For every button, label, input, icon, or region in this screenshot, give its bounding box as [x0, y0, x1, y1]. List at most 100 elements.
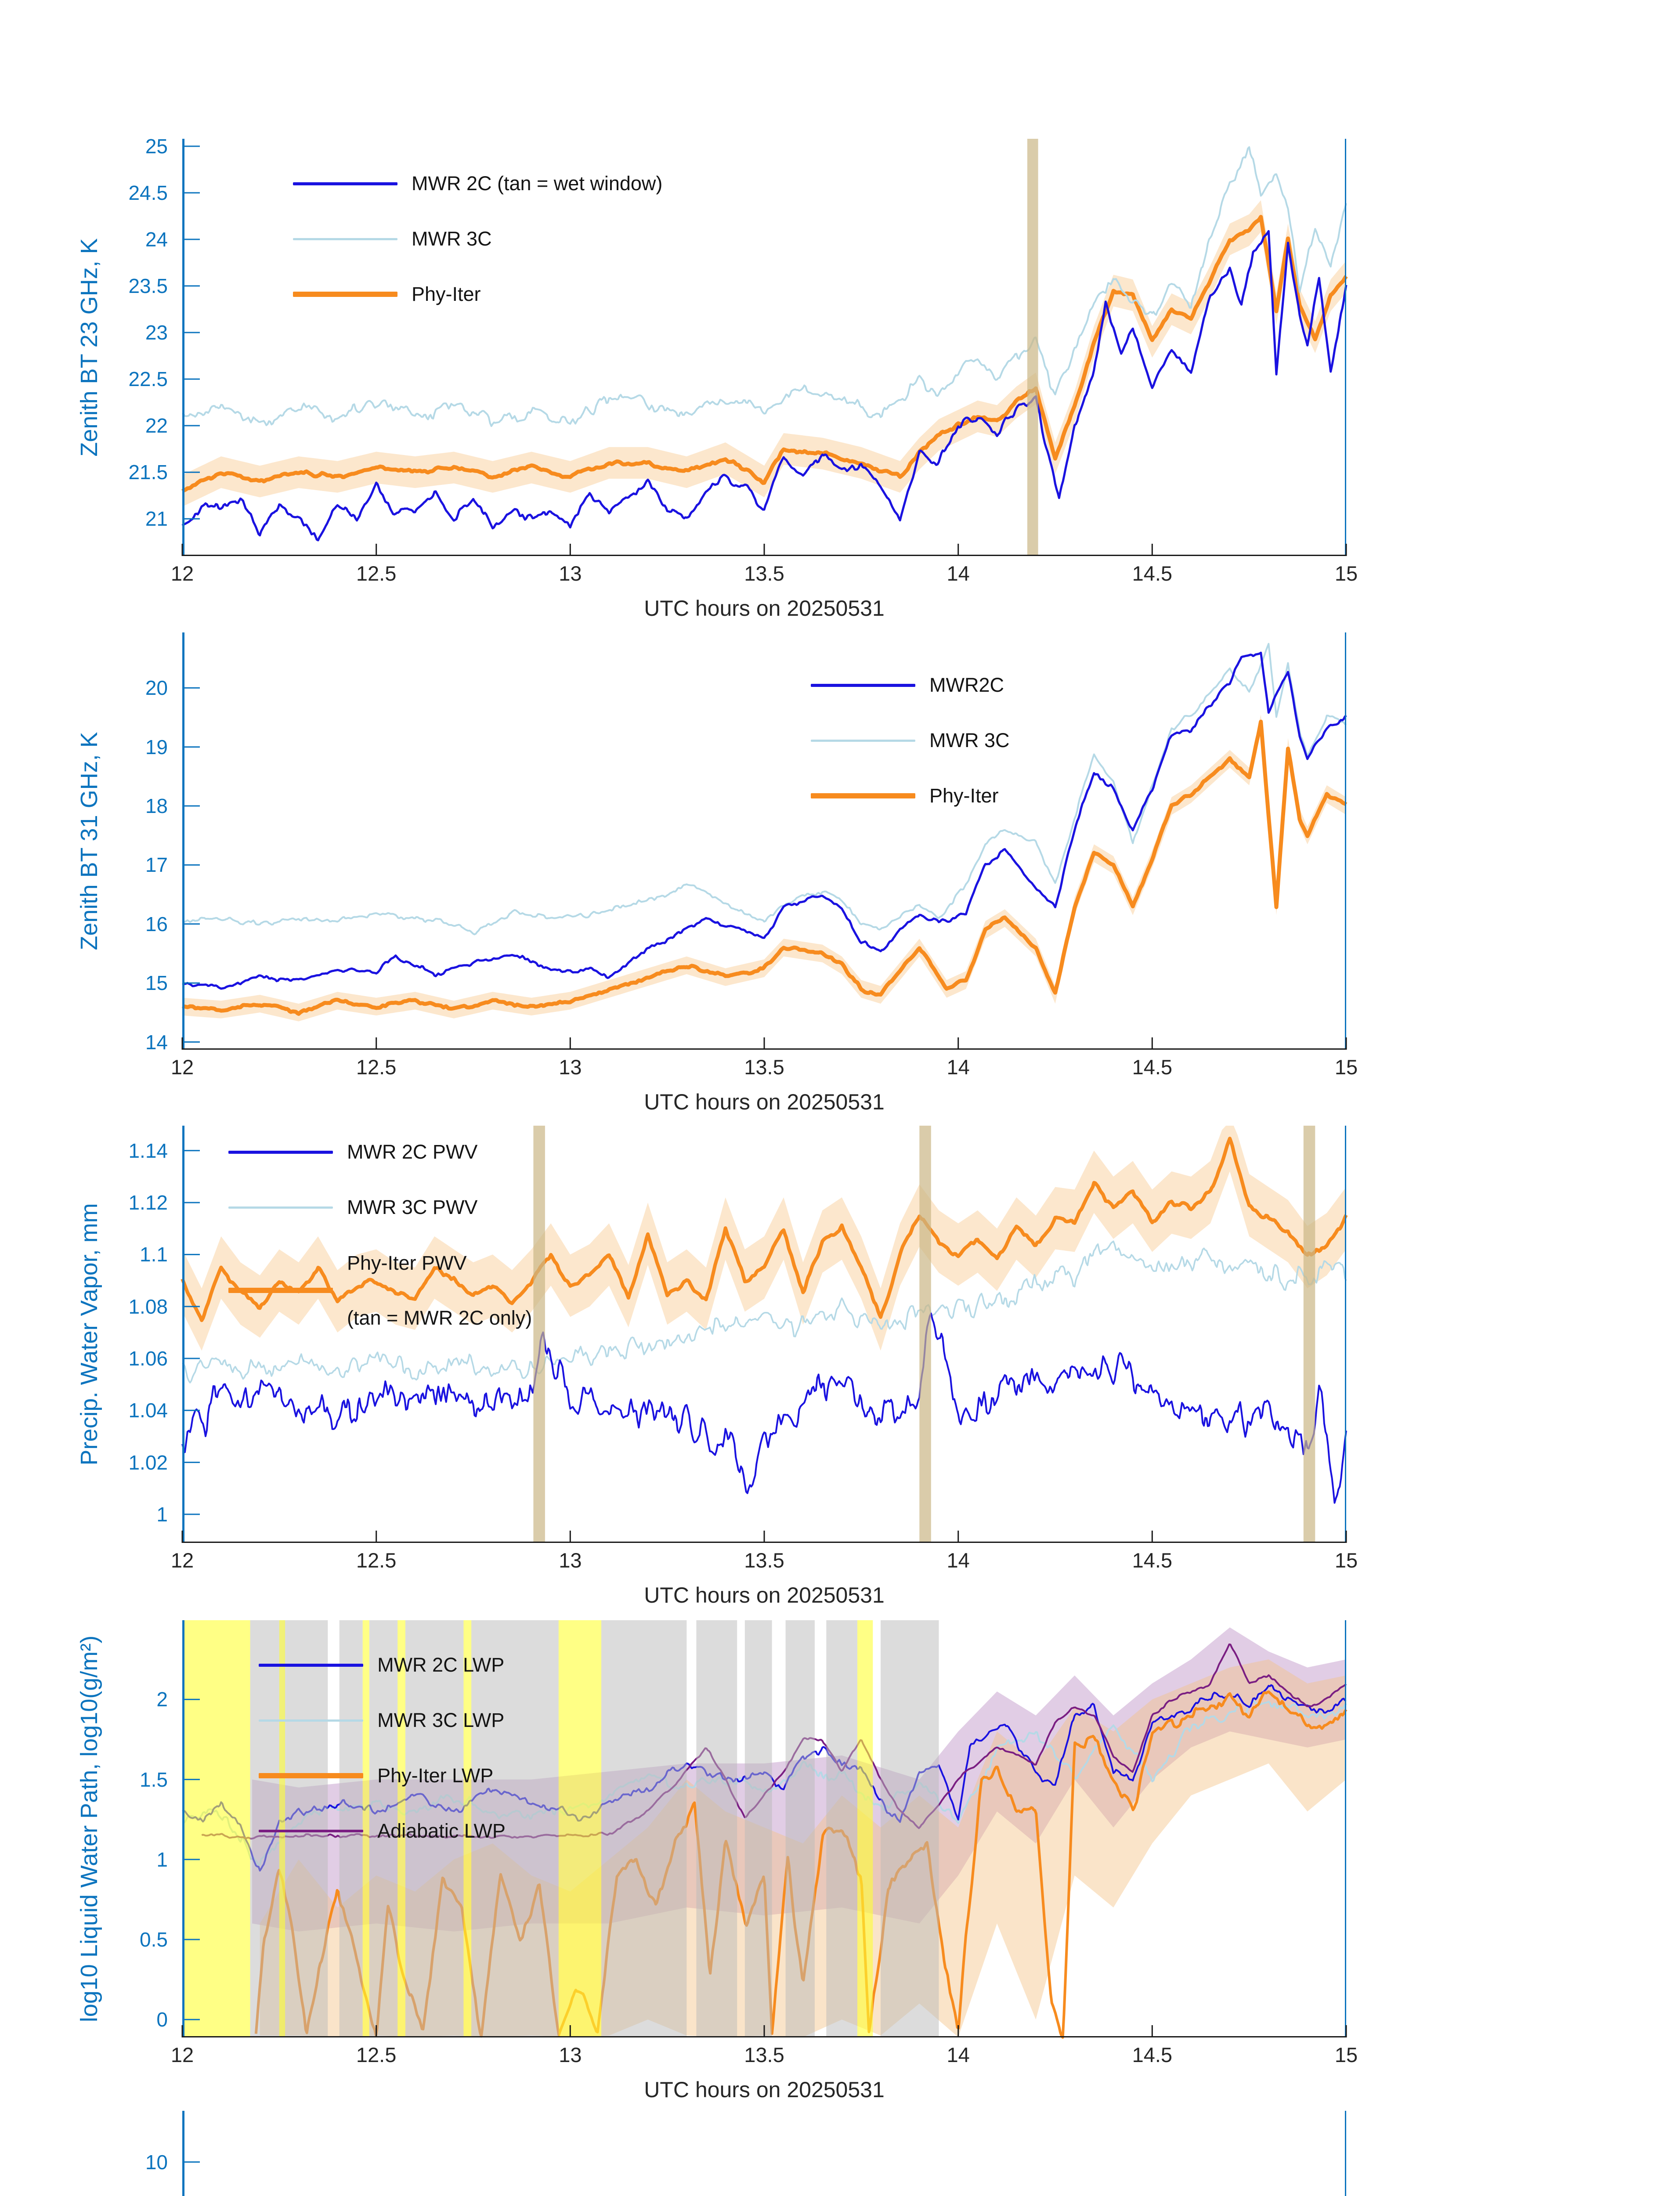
legend-entry: MWR 3C	[811, 713, 1009, 768]
legend-entry: Phy-Iter	[811, 768, 1009, 824]
y-tick-label: 1	[156, 1848, 168, 1871]
y-tick-label: 23.5	[128, 274, 168, 298]
x-tick-label: 15	[1334, 562, 1358, 585]
x-tick-label: 12	[170, 1549, 194, 1572]
x-tick-label: 14.5	[1132, 562, 1173, 585]
legend-label: MWR 3C	[929, 729, 1010, 751]
legend-line-swatch	[259, 1773, 364, 1778]
legend-label: Phy-Iter LWP	[377, 1764, 494, 1787]
x-tick-label: 12.5	[356, 2043, 397, 2066]
y-tick-label: 1.04	[128, 1399, 168, 1422]
x-tick-label: 13.5	[744, 2043, 784, 2066]
x-tick-label: 12	[170, 2043, 194, 2066]
chart-zenith-bt31-panel: Zenith BT 31 GHz, K MWR2C MWR 3C Phy-Iter …	[18, 632, 1680, 1151]
legend-entry: MWR 2C (tan = wet window)	[293, 156, 662, 211]
legend-entry: MWR2C	[811, 657, 1009, 713]
plot-area	[181, 1620, 1348, 2039]
legend-entry: MWR 3C LWP	[259, 1693, 506, 1748]
y-tick-label: 24.5	[128, 181, 168, 204]
legend-label: MWR 2C (tan = wet window)	[412, 172, 663, 195]
x-tick-label: 14.5	[1132, 2043, 1173, 2066]
x-axis-label: UTC hours on 20250531	[644, 596, 885, 621]
y-tick-label: 0.5	[140, 1928, 168, 1951]
y-tick-label: 0	[156, 2008, 168, 2031]
y-tick-label: 1.14	[128, 1139, 168, 1162]
x-axis-label: UTC hours on 20250531	[644, 1090, 885, 1114]
chart-pwv-panel: Precip. Water Vapor, mm MWR 2C PWV MWR 3C…	[18, 1126, 1680, 1644]
y-tick-label: 25	[145, 134, 168, 158]
legend-line-swatch	[259, 1719, 364, 1722]
plot-area	[181, 1126, 1348, 1543]
legend-entry: Phy-Iter	[293, 267, 662, 322]
legend-entry: Phy-Iter LWP	[259, 1748, 506, 1803]
legend-label: MWR 2C PWV	[347, 1141, 478, 1163]
x-tick-label: 13	[559, 1549, 582, 1572]
chart-dq-flag-panel: MWR Phy Iter DQ Flag UTC hours on 202505…	[18, 2111, 1680, 2196]
legend: MWR 2C PWV MWR 3C PWV Phy-Iter PWV (tan = M…	[228, 1124, 532, 1346]
legend-line-swatch	[259, 1663, 364, 1667]
x-tick-label: 14.5	[1132, 1549, 1173, 1572]
legend-entry: Adiabatic LWP	[259, 1803, 506, 1859]
y-tick-label: 14	[145, 1030, 168, 1054]
y-axis-label: Precip. Water Vapor, mm	[76, 1203, 102, 1466]
y-axis-label: log10 Liquid Water Path, log10(g/m²)	[76, 1635, 102, 2023]
x-tick-label: 14	[947, 2043, 970, 2066]
legend: MWR 2C LWP MWR 3C LWP Phy-Iter LWP Adiabati…	[259, 1637, 506, 1859]
legend-label: Phy-Iter	[929, 784, 999, 807]
legend-line-swatch	[259, 1830, 364, 1832]
y-tick-label: 2	[156, 1688, 168, 1711]
x-tick-label: 14	[947, 562, 970, 585]
legend-label: Phy-Iter PWV (tan = MWR 2C only)	[347, 1252, 532, 1329]
x-tick-label: 13.5	[744, 1055, 784, 1079]
legend-entry: MWR 3C PWV	[228, 1180, 532, 1235]
x-tick-label: 13.5	[744, 1549, 784, 1572]
x-axis-label: UTC hours on 20250531	[644, 1583, 885, 1607]
y-tick-label: 15	[145, 972, 168, 995]
x-tick-label: 14	[947, 1549, 970, 1572]
chart-zenith-bt23-panel: Zenith BT 23 GHz, K MWR 2C (tan = wet wi…	[18, 135, 1680, 657]
y-tick-label: 19	[145, 735, 168, 758]
x-tick-label: 12	[170, 1055, 194, 1079]
x-tick-label: 12.5	[356, 1549, 397, 1572]
y-tick-label: 21.5	[128, 461, 168, 484]
legend-line-swatch	[293, 182, 397, 185]
x-tick-label: 12	[170, 562, 194, 585]
y-tick-label: 20	[145, 676, 168, 700]
legend-line-swatch	[228, 1150, 333, 1154]
legend-label: MWR2C	[929, 674, 1004, 696]
x-tick-label: 13	[559, 2043, 582, 2066]
legend-label: MWR 3C LWP	[377, 1709, 505, 1731]
legend-label: MWR 3C PWV	[347, 1196, 478, 1218]
y-tick-label: 1.02	[128, 1451, 168, 1474]
x-tick-label: 12.5	[356, 562, 397, 585]
legend-line-swatch	[811, 793, 915, 798]
x-tick-label: 13	[559, 562, 582, 585]
x-tick-label: 14	[947, 1055, 970, 1079]
legend-entry: MWR 3C	[293, 211, 662, 267]
y-tick-label: 18	[145, 795, 168, 818]
legend-line-swatch	[293, 238, 397, 240]
y-tick-label: 10	[145, 2150, 168, 2174]
y-tick-label: 1.5	[140, 1768, 168, 1791]
legend-label: MWR 3C	[412, 228, 492, 250]
y-tick-label: 21	[145, 507, 168, 531]
y-tick-label: 1.12	[128, 1191, 168, 1214]
plot-area	[181, 632, 1348, 1050]
legend-label: Adiabatic LWP	[377, 1820, 506, 1842]
legend: MWR 2C (tan = wet window) MWR 3C Phy-Iter	[293, 156, 662, 322]
y-tick-label: 1.06	[128, 1347, 168, 1370]
x-tick-label: 15	[1334, 2043, 1358, 2066]
x-tick-label: 14.5	[1132, 1055, 1173, 1079]
y-tick-label: 24	[145, 228, 168, 251]
x-tick-label: 15	[1334, 1055, 1358, 1079]
y-tick-label: 23	[145, 321, 168, 344]
x-tick-label: 15	[1334, 1549, 1358, 1572]
y-tick-label: 1.1	[140, 1243, 168, 1266]
x-axis-label: UTC hours on 20250531	[644, 2077, 885, 2102]
plot-area	[181, 139, 1348, 556]
legend-label: MWR 2C LWP	[377, 1654, 505, 1676]
plot-area	[182, 2111, 1346, 2196]
legend-label: Phy-Iter	[412, 283, 481, 305]
legend-entry: Phy-Iter PWV (tan = MWR 2C only)	[228, 1235, 532, 1346]
legend-line-swatch	[811, 683, 915, 687]
